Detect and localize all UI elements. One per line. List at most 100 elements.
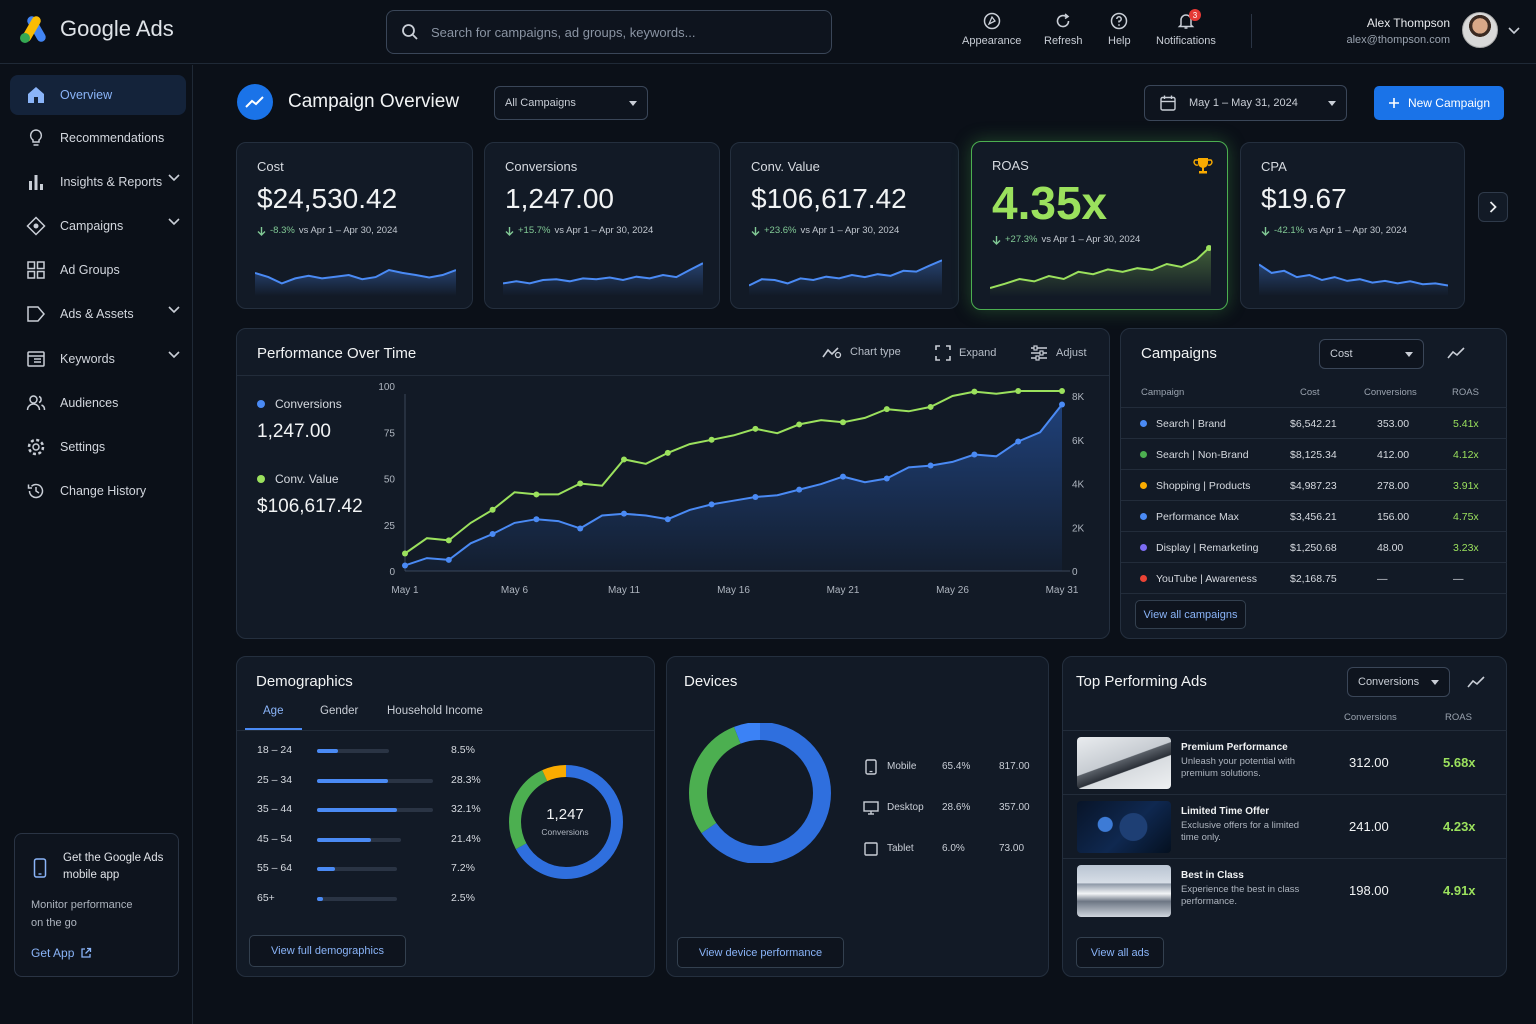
- sidebar-item-campaigns[interactable]: Campaigns: [10, 206, 186, 246]
- campaign-filter-select[interactable]: All Campaigns: [494, 86, 648, 120]
- user-info[interactable]: Alex Thompson alex@thompson.com: [1347, 16, 1451, 46]
- chevron-down-icon[interactable]: [168, 218, 180, 226]
- view-all-campaigns-button[interactable]: View all campaigns: [1135, 600, 1246, 629]
- ad-row[interactable]: Premium Performance Unleash your potentia…: [1063, 730, 1507, 794]
- data-point[interactable]: [489, 506, 496, 513]
- expand-button[interactable]: Expand: [935, 345, 996, 361]
- table-row[interactable]: Search | Brand $6,542.21 353.00 5.41x: [1121, 407, 1507, 438]
- data-point[interactable]: [445, 556, 452, 563]
- get-app-link[interactable]: Get App: [31, 946, 92, 960]
- data-point[interactable]: [533, 491, 540, 498]
- data-point[interactable]: [927, 462, 934, 469]
- sidebar-item-recommendations[interactable]: Recommendations: [10, 118, 186, 158]
- chevron-down-icon[interactable]: [168, 174, 180, 182]
- data-point[interactable]: [796, 421, 803, 428]
- sidebar-item-overview[interactable]: Overview: [10, 75, 186, 115]
- data-point[interactable]: [533, 516, 540, 523]
- data-point[interactable]: [971, 451, 978, 458]
- data-point[interactable]: [927, 403, 934, 410]
- data-point[interactable]: [708, 436, 715, 443]
- refresh-button[interactable]: Refresh: [1044, 12, 1083, 47]
- ad-row[interactable]: Limited Time Offer Exclusive offers for a…: [1063, 794, 1507, 858]
- data-point[interactable]: [577, 480, 584, 487]
- top-ads-metric-select[interactable]: Conversions: [1347, 667, 1450, 697]
- kpi-card-conv-value[interactable]: Conv. Value $106,617.42 +23.6% vs Apr 1 – A…: [730, 142, 959, 309]
- data-point[interactable]: [708, 501, 715, 508]
- search-input[interactable]: [431, 24, 811, 40]
- data-point[interactable]: [1015, 438, 1022, 445]
- table-row[interactable]: Performance Max $3,456.21 156.00 4.75x: [1121, 500, 1507, 531]
- chart-type-button[interactable]: Chart type: [822, 345, 901, 359]
- data-point[interactable]: [840, 473, 846, 480]
- view-full-demographics-button[interactable]: View full demographics: [249, 935, 406, 967]
- device-percent: 6.0%: [942, 843, 965, 854]
- table-row[interactable]: Display | Remarketing $1,250.68 48.00 3.23x: [1121, 531, 1507, 562]
- view-device-performance-button[interactable]: View device performance: [677, 937, 844, 968]
- kpi-change-percent: +27.3%: [1005, 234, 1038, 245]
- data-point[interactable]: [664, 449, 671, 456]
- data-point[interactable]: [445, 537, 452, 544]
- chevron-down-icon[interactable]: [1508, 27, 1520, 35]
- tab-age[interactable]: Age: [263, 705, 284, 717]
- sidebar-item-keywords[interactable]: Keywords: [10, 339, 186, 379]
- data-point[interactable]: [971, 388, 978, 395]
- table-row[interactable]: Search | Non-Brand $8,125.34 412.00 4.12x: [1121, 438, 1507, 469]
- date-range-select[interactable]: May 1 – May 31, 2024: [1144, 85, 1347, 121]
- data-point[interactable]: [1059, 401, 1065, 408]
- kpi-card-conversions[interactable]: Conversions 1,247.00 +15.7% vs Apr 1 – Apr …: [484, 142, 720, 309]
- data-point[interactable]: [883, 475, 890, 482]
- sidebar-item-audiences[interactable]: Audiences: [10, 383, 186, 423]
- data-point[interactable]: [489, 531, 496, 537]
- search-bar[interactable]: [386, 10, 832, 54]
- campaigns-metric-select[interactable]: Cost: [1319, 339, 1424, 369]
- kpi-card-cost[interactable]: Cost $24,530.42 -8.3% vs Apr 1 – Apr 30, 20…: [236, 142, 473, 309]
- tab-household-income[interactable]: Household Income: [387, 705, 483, 717]
- help-button[interactable]: Help: [1108, 12, 1131, 47]
- chevron-down-icon[interactable]: [168, 306, 180, 314]
- campaign-name: Search | Brand: [1156, 418, 1226, 430]
- view-all-ads-button[interactable]: View all ads: [1076, 937, 1164, 968]
- tab-gender[interactable]: Gender: [320, 705, 359, 717]
- table-row[interactable]: YouTube | Awareness $2,168.75 — —: [1121, 562, 1507, 593]
- sidebar-item-change-history[interactable]: Change History: [10, 471, 186, 511]
- divider: [1121, 593, 1507, 594]
- kpi-value: $24,530.42: [257, 183, 398, 214]
- appearance-button[interactable]: Appearance: [962, 12, 1021, 47]
- trophy-icon: [1193, 158, 1213, 174]
- data-point[interactable]: [752, 425, 759, 432]
- new-campaign-button[interactable]: New Campaign: [1374, 86, 1504, 120]
- data-point[interactable]: [752, 494, 759, 500]
- x-tick-label: May 31: [1046, 585, 1079, 596]
- trend-chart-icon[interactable]: [1467, 675, 1485, 689]
- sparkline-line: [255, 268, 456, 285]
- chevron-down-icon[interactable]: [168, 351, 180, 359]
- data-point[interactable]: [1015, 388, 1022, 394]
- sidebar-item-insights-reports[interactable]: Insights & Reports: [10, 162, 186, 202]
- adjust-button[interactable]: Adjust: [1030, 345, 1087, 361]
- kpi-card-cpa[interactable]: CPA $19.67 -42.1% vs Apr 1 – Apr 30, 2024: [1240, 142, 1465, 309]
- new-campaign-label: New Campaign: [1407, 96, 1491, 110]
- data-point[interactable]: [1059, 388, 1065, 394]
- google-ads-logo[interactable]: Google Ads: [18, 14, 174, 44]
- ad-row[interactable]: Best in Class Experience the best in clas…: [1063, 858, 1507, 922]
- data-point[interactable]: [796, 486, 803, 493]
- data-point[interactable]: [883, 406, 890, 413]
- data-point[interactable]: [664, 516, 671, 523]
- avatar[interactable]: [1462, 12, 1498, 48]
- table-row[interactable]: Shopping | Products $4,987.23 278.00 3.91x: [1121, 469, 1507, 500]
- data-point[interactable]: [402, 550, 408, 557]
- sidebar-item-ads-assets[interactable]: Ads & Assets: [10, 294, 186, 334]
- data-point[interactable]: [577, 525, 584, 532]
- data-point[interactable]: [402, 562, 408, 569]
- notifications-button[interactable]: 3 Notifications: [1156, 9, 1216, 47]
- kpi-card-roas[interactable]: ROAS 4.35x +27.3% vs Apr 1 – Apr 30, 2024: [971, 141, 1228, 310]
- sidebar-item-ad-groups[interactable]: Ad Groups: [10, 250, 186, 290]
- trend-chart-icon[interactable]: [1447, 346, 1465, 360]
- trending-icon: [237, 84, 273, 120]
- sidebar-item-settings[interactable]: Settings: [10, 427, 186, 467]
- data-point[interactable]: [621, 456, 627, 463]
- next-button[interactable]: [1478, 192, 1508, 222]
- data-point[interactable]: [840, 419, 846, 426]
- data-point[interactable]: [621, 510, 627, 517]
- series-area-conversions: [405, 404, 1062, 571]
